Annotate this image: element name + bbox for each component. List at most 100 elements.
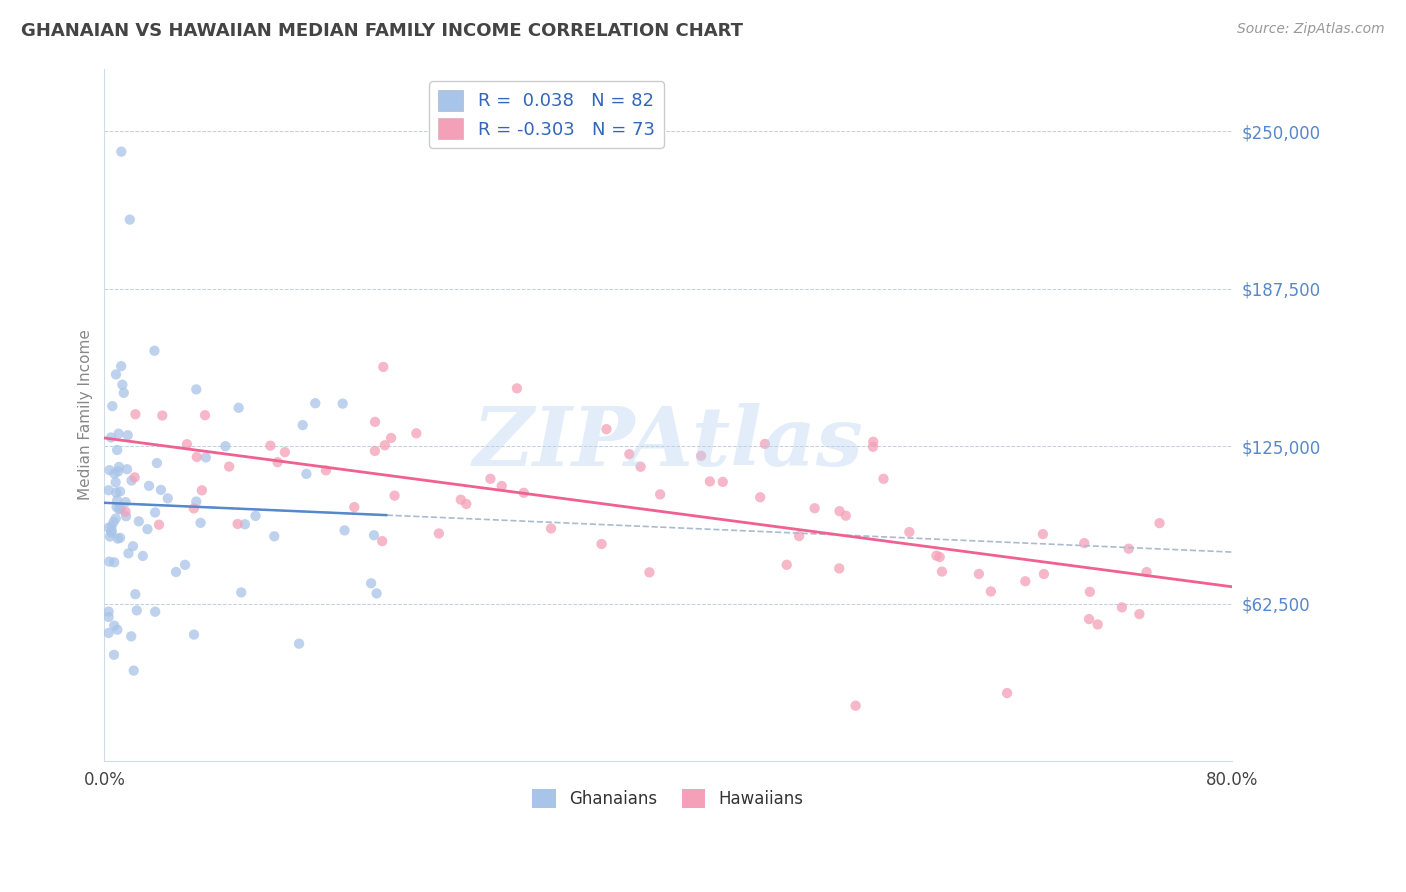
Legend: Ghanaians, Hawaiians: Ghanaians, Hawaiians (526, 782, 810, 815)
Point (100, 430, 122, 444)
Point (364, 415, 387, 429)
Point (108, 502, 131, 516)
Point (862, 434, 884, 449)
Point (638, 566, 661, 580)
Point (619, 447, 641, 461)
Point (304, 396, 326, 410)
Point (360, 576, 382, 591)
Point (194, 450, 217, 465)
Text: ZIPAtlas: ZIPAtlas (472, 402, 863, 483)
Point (828, 561, 851, 575)
Point (128, 514, 150, 528)
Point (862, 440, 884, 454)
Point (506, 381, 529, 395)
Point (186, 383, 208, 397)
Point (291, 418, 314, 433)
Point (332, 397, 354, 411)
Point (214, 439, 236, 453)
Point (690, 449, 713, 463)
Point (967, 566, 990, 581)
Point (190, 516, 212, 530)
Point (117, 428, 139, 442)
Point (540, 521, 562, 535)
Point (97, 605, 120, 619)
Point (97, 483, 120, 498)
Y-axis label: Median Family Income: Median Family Income (79, 329, 93, 500)
Point (143, 343, 166, 358)
Point (1136, 565, 1159, 579)
Point (1078, 585, 1101, 599)
Point (405, 426, 427, 441)
Point (98, 555, 121, 569)
Point (374, 438, 396, 452)
Point (120, 629, 142, 643)
Point (233, 517, 256, 532)
Point (245, 508, 267, 523)
Point (124, 407, 146, 421)
Point (363, 528, 385, 542)
Point (1128, 607, 1150, 621)
Point (427, 526, 450, 541)
Point (101, 399, 124, 413)
Point (928, 549, 950, 564)
Point (872, 472, 894, 486)
Point (149, 483, 172, 497)
Point (925, 549, 948, 563)
Point (105, 442, 128, 457)
Point (591, 537, 613, 551)
Point (105, 500, 128, 514)
Point (456, 497, 478, 511)
Point (803, 501, 825, 516)
Point (1118, 541, 1140, 556)
Point (491, 479, 513, 493)
Point (183, 627, 205, 641)
Point (186, 494, 208, 508)
Point (115, 509, 138, 524)
Point (1032, 567, 1054, 582)
Point (111, 377, 134, 392)
Point (1014, 574, 1036, 589)
Point (898, 524, 921, 539)
Point (100, 525, 122, 540)
Point (176, 437, 198, 451)
Point (156, 491, 179, 506)
Point (274, 445, 297, 459)
Point (1111, 600, 1133, 615)
Point (103, 515, 125, 529)
Point (749, 490, 772, 504)
Point (143, 505, 166, 519)
Point (117, 546, 139, 560)
Point (371, 534, 394, 549)
Point (110, 359, 132, 373)
Point (295, 467, 318, 481)
Point (118, 212, 141, 227)
Point (125, 603, 148, 617)
Point (100, 519, 122, 533)
Point (1073, 536, 1095, 550)
Point (595, 422, 617, 436)
Point (828, 504, 851, 518)
Point (146, 456, 169, 470)
Point (104, 368, 127, 382)
Point (110, 502, 132, 516)
Point (513, 485, 536, 500)
Point (995, 686, 1018, 700)
Point (1078, 612, 1101, 626)
Point (980, 584, 1002, 599)
Point (384, 489, 406, 503)
Point (787, 529, 810, 543)
Point (263, 529, 285, 543)
Point (845, 698, 868, 713)
Point (107, 426, 129, 441)
Point (364, 444, 387, 458)
Point (115, 462, 138, 476)
Point (97, 610, 120, 624)
Point (191, 483, 214, 498)
Point (105, 623, 128, 637)
Point (121, 474, 143, 488)
Point (112, 385, 135, 400)
Text: GHANAIAN VS HAWAIIAN MEDIAN FAMILY INCOME CORRELATION CHART: GHANAIAN VS HAWAIIAN MEDIAN FAMILY INCOM… (21, 22, 744, 40)
Point (650, 487, 672, 501)
Point (103, 467, 125, 481)
Point (630, 459, 652, 474)
